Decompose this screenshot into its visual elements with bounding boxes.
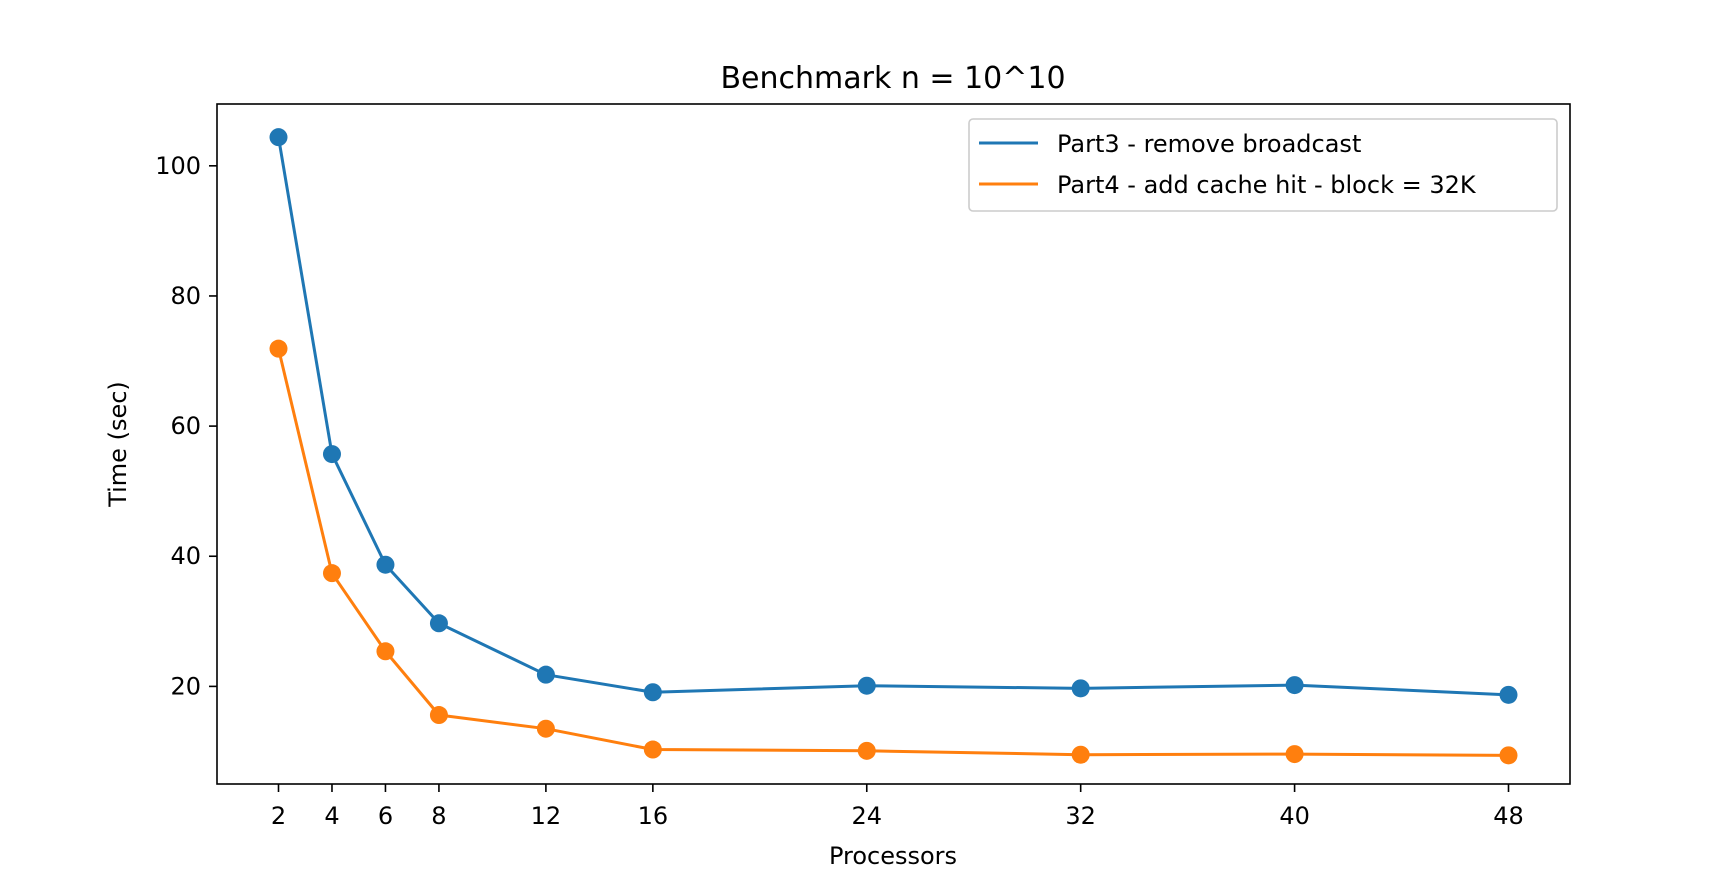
x-tick-label: 24 xyxy=(851,802,882,830)
x-tick-label: 2 xyxy=(271,802,286,830)
x-tick-label: 4 xyxy=(324,802,339,830)
data-point xyxy=(376,642,395,661)
series-line xyxy=(277,348,1509,757)
y-tick-label: 60 xyxy=(170,412,201,440)
data-point xyxy=(429,614,448,633)
x-tick-label: 12 xyxy=(531,802,562,830)
data-point xyxy=(429,706,448,725)
data-point xyxy=(269,339,288,358)
data-point xyxy=(536,719,555,738)
y-tick-label: 20 xyxy=(170,672,201,700)
data-point xyxy=(1499,685,1518,704)
series-line xyxy=(277,136,1509,697)
data-point xyxy=(322,564,341,583)
data-point xyxy=(536,665,555,684)
data-point xyxy=(857,741,876,760)
x-tick-label: 8 xyxy=(431,802,446,830)
x-axis-label: Processors xyxy=(829,842,957,870)
data-point xyxy=(857,676,876,695)
y-tick-label: 80 xyxy=(170,282,201,310)
data-point xyxy=(643,683,662,702)
data-point xyxy=(1071,679,1090,698)
y-tick-label: 100 xyxy=(155,152,201,180)
data-point xyxy=(1285,676,1304,695)
data-point xyxy=(1285,745,1304,764)
series-1 xyxy=(269,128,1518,704)
x-tick-label: 48 xyxy=(1493,802,1524,830)
data-point xyxy=(322,445,341,464)
data-point xyxy=(1071,745,1090,764)
x-tick-label: 6 xyxy=(378,802,393,830)
legend: Part3 - remove broadcast Part4 - add cac… xyxy=(968,118,1558,212)
data-point xyxy=(376,555,395,574)
data-point xyxy=(269,128,288,147)
data-point xyxy=(643,740,662,759)
data-point xyxy=(1499,746,1518,765)
axes-frame xyxy=(216,103,1571,785)
y-tick-label: 40 xyxy=(170,542,201,570)
plot-area xyxy=(269,128,1518,765)
y-axis-label: Time (sec) xyxy=(104,381,132,508)
x-axis: 2 4 6 8 12 16 24 32 40 48 xyxy=(271,784,1524,830)
x-tick-label: 40 xyxy=(1279,802,1310,830)
legend-label-part3: Part3 - remove broadcast xyxy=(1057,130,1361,158)
series-2 xyxy=(269,339,1518,765)
y-axis: 20 40 60 80 100 xyxy=(155,152,217,700)
x-tick-label: 16 xyxy=(638,802,669,830)
x-tick-label: 32 xyxy=(1065,802,1096,830)
legend-box xyxy=(968,118,1558,212)
chart-title: Benchmark n = 10^10 xyxy=(720,61,1065,96)
legend-label-part4: Part4 - add cache hit - block = 32K xyxy=(1057,171,1477,199)
